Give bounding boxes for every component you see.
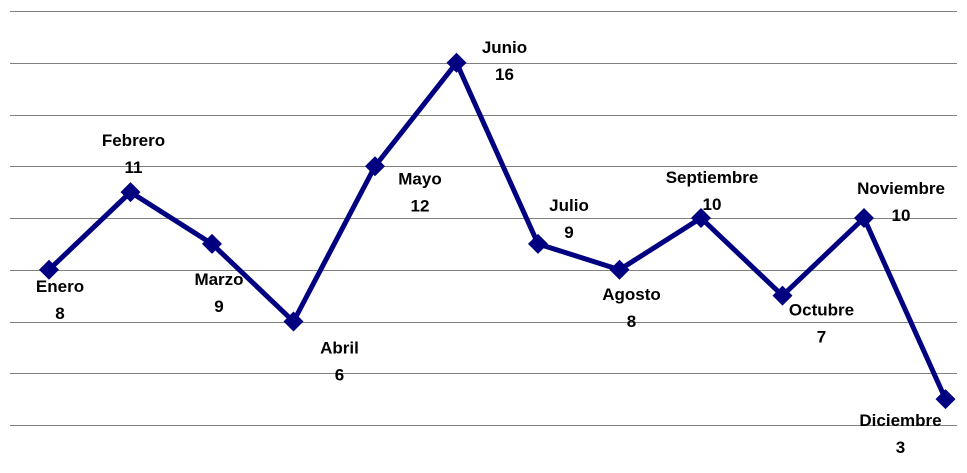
data-label-value: 10 [703,195,722,214]
data-point-marker [772,285,793,306]
data-label-value: 11 [125,158,143,177]
gridlines [10,11,957,426]
series-markers [39,52,956,410]
data-point-marker [691,208,711,228]
data-label-value: 6 [335,366,344,385]
data-point-marker [283,311,304,332]
data-label-category: Octubre [789,301,854,320]
data-label-value: 12 [411,196,430,215]
data-label-category: Julio [549,196,589,215]
data-point-marker [528,233,548,254]
data-point-marker [365,156,385,177]
data-point-marker [854,208,874,228]
data-label-category: Diciembre [859,411,941,430]
data-label-value: 9 [564,223,573,242]
data-label-value: 7 [817,328,826,347]
data-label-value: 9 [214,297,223,316]
data-point-marker [609,259,630,280]
data-label-category: Abril [320,339,359,358]
data-label-category: Mayo [398,169,441,188]
data-label-category: Marzo [194,270,243,289]
data-label-category: Agosto [602,285,661,304]
data-label-value: 10 [892,206,911,225]
data-point-marker [120,182,141,203]
data-point-marker [446,52,467,73]
data-point-marker [39,259,59,280]
series-line [47,60,948,401]
data-label-value: 8 [627,312,636,331]
data-label-category: Junio [482,38,527,57]
data-label-value: 8 [55,304,64,323]
data-label-category: Septiembre [666,168,759,187]
data-label-category: Febrero [102,131,165,150]
data-point-marker [202,233,222,254]
data-label-category: Noviembre [857,179,945,198]
data-labels: Enero 8 Febrero 11 Marzo 9 Abril 6 Mayo 12 Junio 16… [36,38,945,457]
data-label-value: 3 [896,438,905,457]
data-label-value: 16 [495,65,514,84]
data-label-category: Enero [36,277,84,296]
data-point-marker [935,389,956,410]
